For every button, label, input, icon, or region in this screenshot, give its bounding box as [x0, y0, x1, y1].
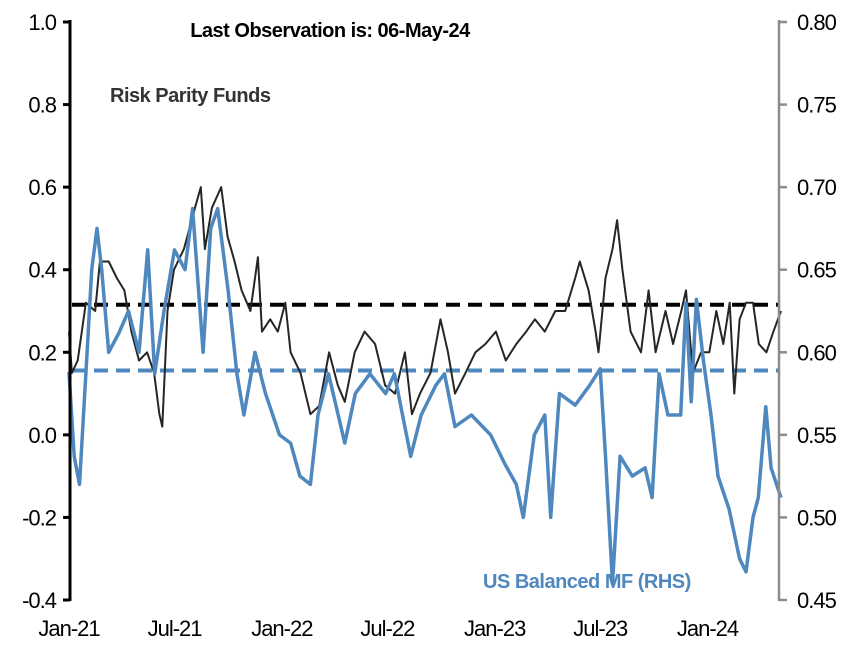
- series-label-us-balanced: US Balanced MF (RHS): [483, 571, 691, 593]
- right-tick-label: 0.75: [797, 93, 837, 118]
- right-tick-label: 0.60: [797, 340, 837, 365]
- right-tick-label: 0.65: [797, 258, 837, 283]
- us-balanced-line: [67, 206, 783, 586]
- x-tick-label: Jan-21: [38, 616, 100, 641]
- x-tick-label: Jul-23: [573, 616, 628, 641]
- x-tick-label: Jan-22: [251, 616, 313, 641]
- x-tick-label: Jul-21: [148, 616, 203, 641]
- left-tick-label: 1.0: [28, 10, 56, 35]
- left-tick-label: -0.2: [22, 505, 57, 530]
- right-tick-label: 0.50: [797, 505, 837, 530]
- x-tick-label: Jan-24: [677, 616, 739, 641]
- right-tick-label: 0.55: [797, 423, 837, 448]
- right-tick-label: 0.80: [797, 10, 837, 35]
- chart-title: Last Observation is: 06-May-24: [190, 20, 471, 42]
- right-tick-label: 0.70: [797, 175, 837, 200]
- left-tick-label: 0.2: [28, 340, 56, 365]
- left-tick-label: 0.4: [28, 258, 56, 283]
- right-tick-label: 0.45: [797, 588, 837, 613]
- x-tick-label: Jan-23: [464, 616, 526, 641]
- x-tick-label: Jul-22: [360, 616, 415, 641]
- series-label-risk-parity: Risk Parity Funds: [110, 85, 271, 107]
- left-tick-label: 0.0: [28, 423, 56, 448]
- left-tick-label: 0.6: [28, 175, 56, 200]
- risk-parity-line: [68, 186, 782, 428]
- left-tick-label: 0.8: [28, 93, 56, 118]
- left-tick-label: -0.4: [22, 588, 57, 613]
